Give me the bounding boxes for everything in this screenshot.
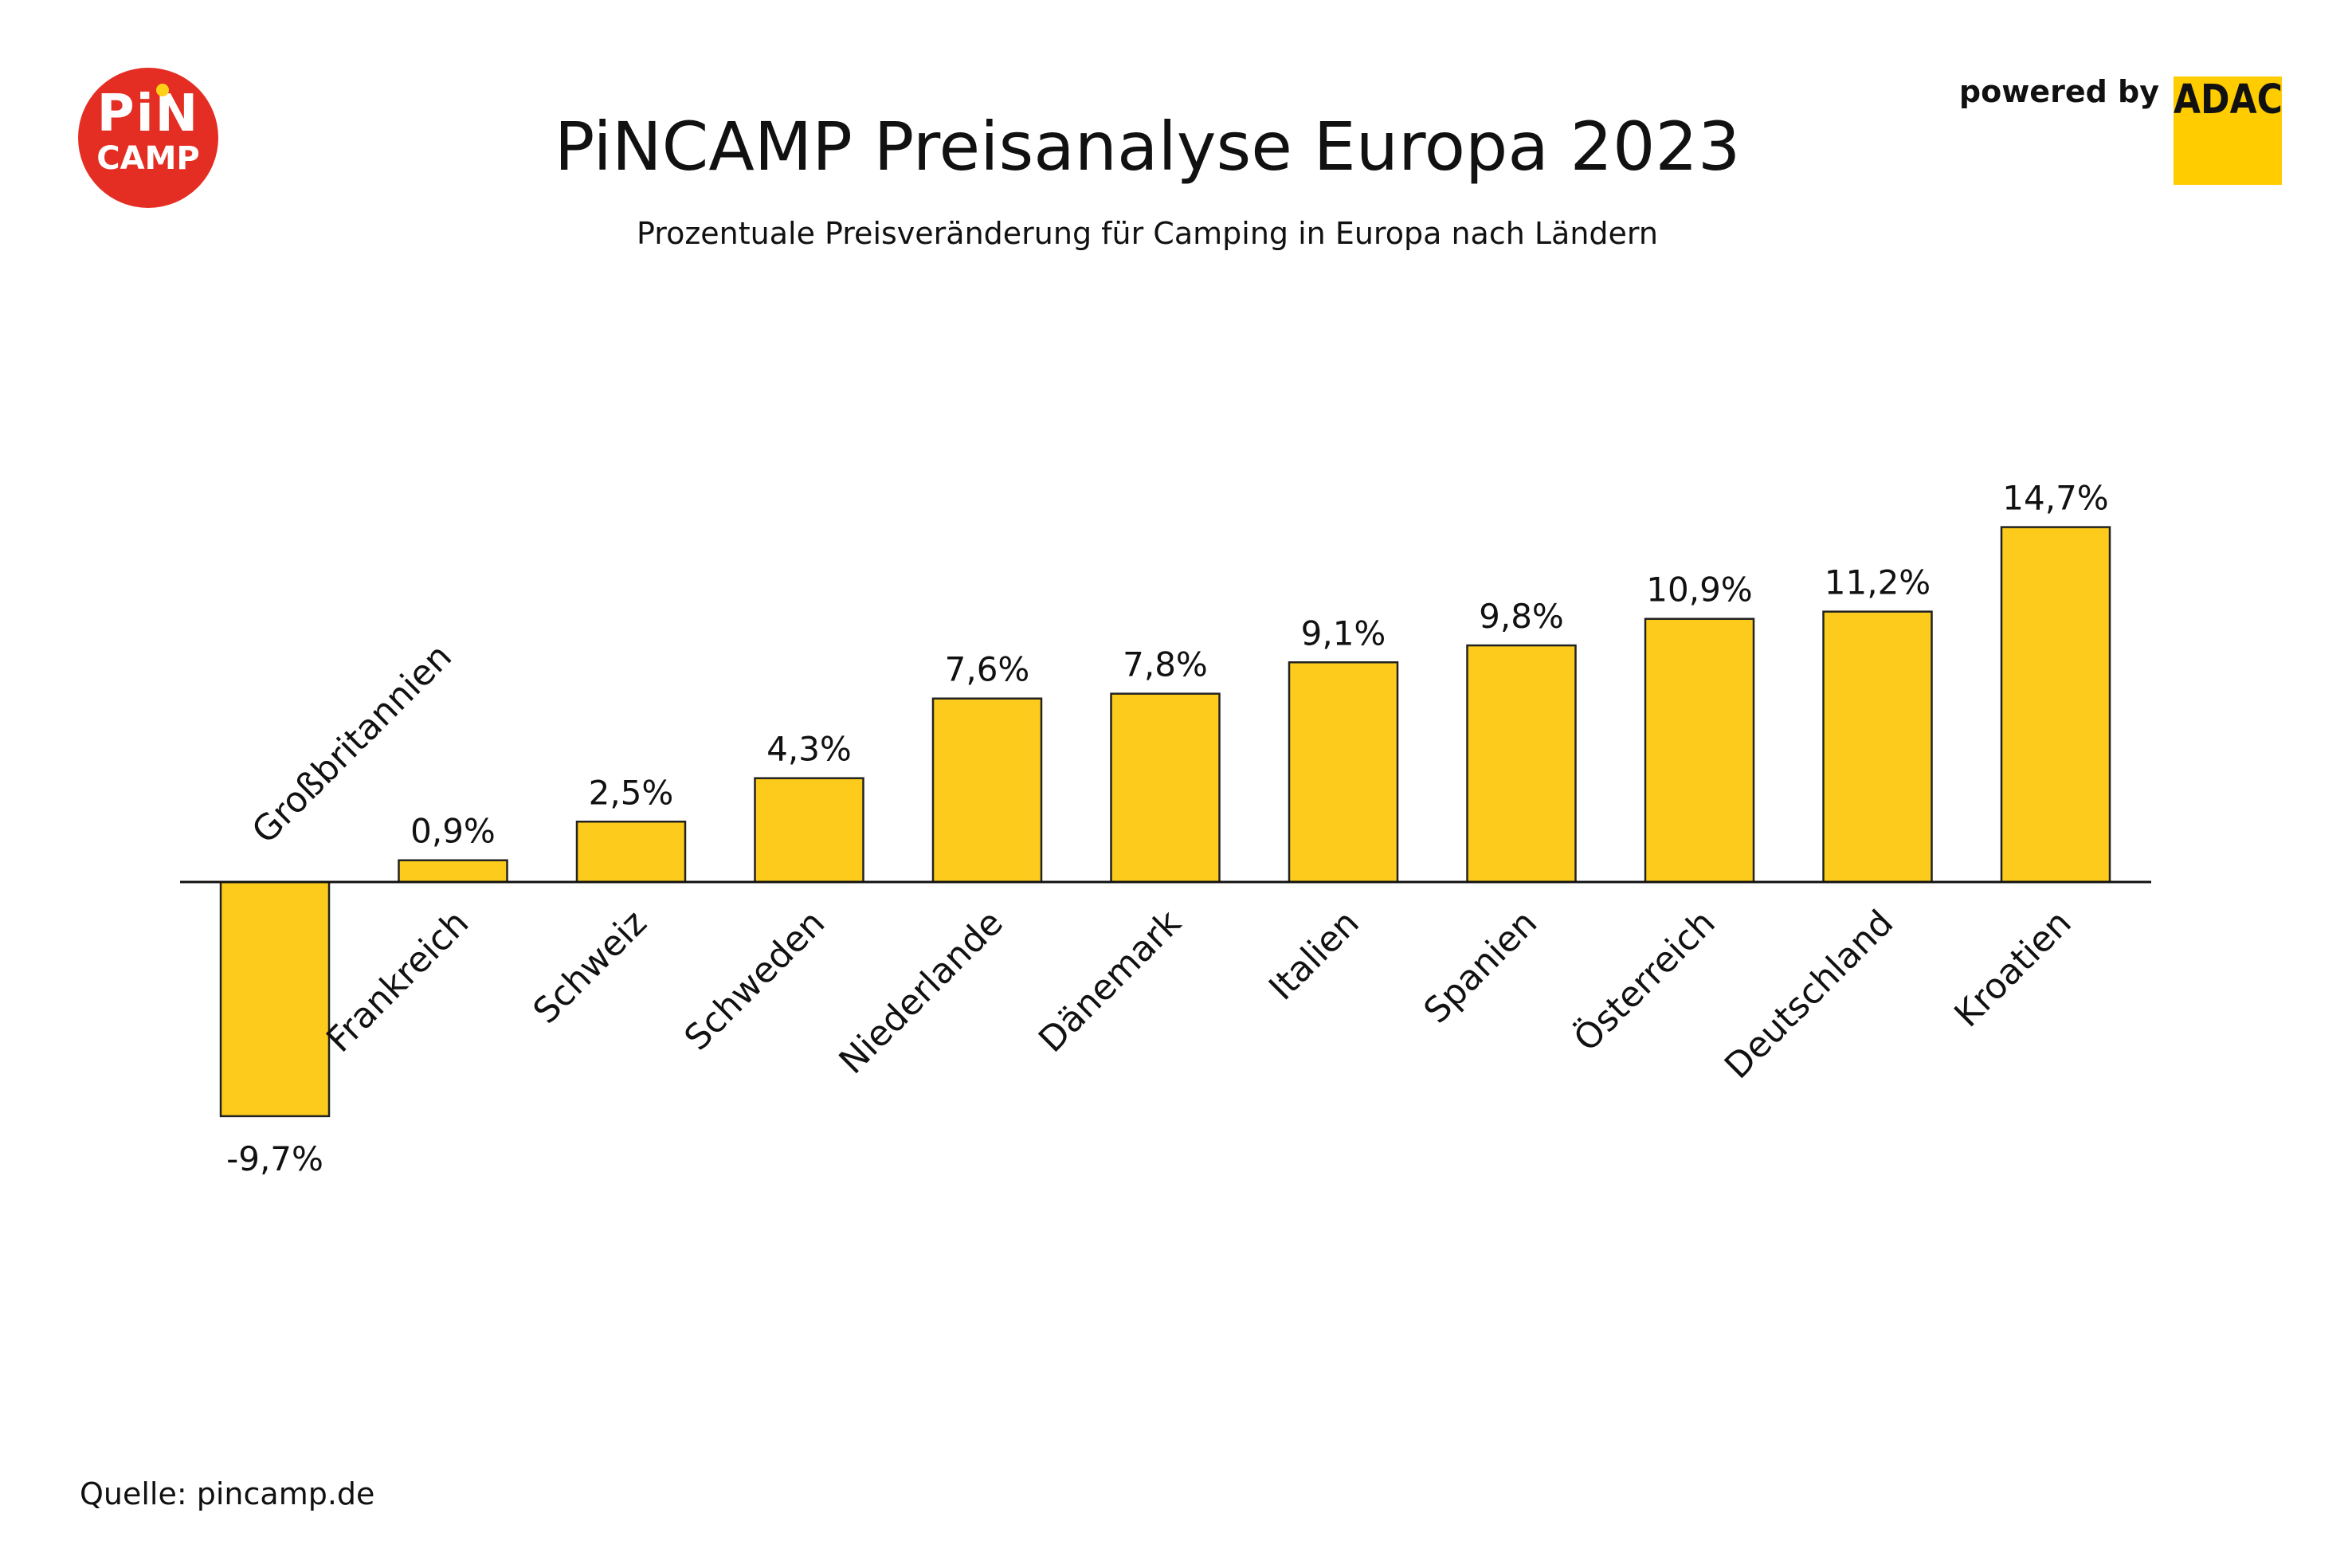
bar-schweiz: [575, 821, 687, 884]
category-label-deutschland: Deutschland: [1717, 903, 1901, 1087]
category-label-kroatien: Kroatien: [1946, 903, 2079, 1035]
value-label-schweden: 4,3%: [766, 730, 852, 769]
bar-niederlande: [931, 697, 1043, 884]
value-label-niederlande: 7,6%: [945, 650, 1030, 689]
bar-danemark: [1110, 692, 1221, 884]
value-label-italien: 9,1%: [1301, 613, 1386, 653]
pincamp-logo-text-pin: PiN: [96, 84, 200, 143]
value-label-osterreich: 10,9%: [1646, 570, 1752, 610]
bar-deutschland: [1822, 610, 1933, 884]
value-label-kroatien: 14,7%: [2002, 479, 2108, 518]
value-label-spanien: 9,8%: [1479, 597, 1564, 636]
category-label-niederlande: Niederlande: [832, 903, 1011, 1082]
category-label-spanien: Spanien: [1416, 903, 1545, 1032]
pincamp-logo: PiN CAMP: [78, 68, 218, 208]
adac-logo-text: ADAC: [2174, 76, 2283, 123]
bar-osterreich: [1644, 617, 1755, 884]
value-label-grossbritannien: -9,7%: [226, 1139, 323, 1178]
powered-by-label: powered by: [1958, 74, 2159, 109]
category-label-danemark: Dänemark: [1031, 902, 1189, 1060]
value-label-schweiz: 2,5%: [589, 773, 674, 812]
value-label-frankreich: 0,9%: [410, 812, 496, 851]
pincamp-logo-dot: [156, 84, 169, 96]
category-label-frankreich: Frankreich: [319, 903, 476, 1060]
chart-title: PiNCAMP Preisanalyse Europa 2023: [554, 108, 1741, 186]
bar-spanien: [1466, 644, 1577, 884]
bar-grossbritannien: [219, 880, 331, 1118]
bar-kroatien: [2000, 526, 2111, 884]
value-labels-group: -9,7% 0,9% 2,5% 4,3% 7,6% 7,8% 9,1% 9,8% 10,9% 11…: [226, 479, 2109, 1178]
category-label-italien: Italien: [1261, 903, 1367, 1009]
bar-schweden: [754, 777, 864, 884]
adac-logo: ADAC: [2174, 76, 2283, 185]
bar-frankreich: [398, 859, 508, 884]
chart-subtitle: Prozentuale Preisveränderung für Camping…: [637, 216, 1658, 251]
value-label-deutschland: 11,2%: [1825, 563, 1931, 602]
bar-italien: [1288, 661, 1399, 884]
bars-group: [219, 526, 2111, 1118]
category-label-schweden: Schweden: [676, 903, 833, 1059]
source-note: Quelle: pincamp.de: [80, 1476, 375, 1511]
pincamp-logo-text-camp: CAMP: [96, 140, 200, 177]
category-label-osterreich: Österreich: [1566, 902, 1723, 1060]
value-label-danemark: 7,8%: [1123, 645, 1208, 684]
category-label-schweiz: Schweiz: [526, 903, 655, 1032]
